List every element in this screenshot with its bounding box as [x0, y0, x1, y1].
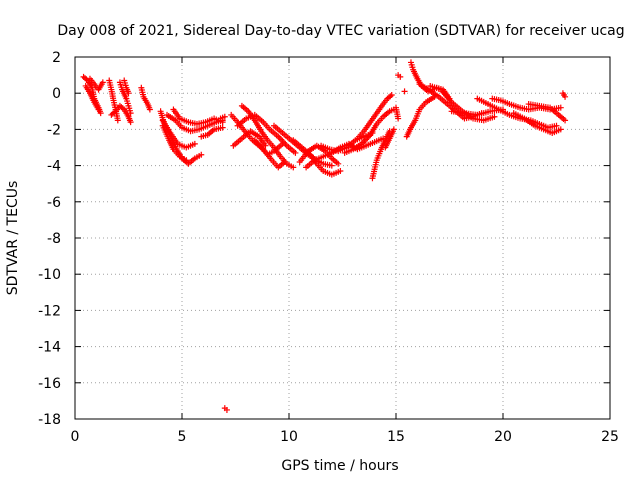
data-point	[328, 162, 335, 169]
data-point	[114, 117, 121, 124]
x-axis-label: GPS time / hours	[281, 458, 398, 474]
y-tick-label: -14	[38, 340, 61, 356]
data-points	[80, 59, 569, 413]
x-tick-label: 5	[178, 429, 187, 445]
data-point	[219, 124, 226, 131]
y-tick-label: -4	[47, 159, 61, 175]
x-tick-label: 20	[494, 429, 512, 445]
data-point	[395, 115, 402, 122]
data-point	[290, 164, 297, 171]
data-point	[281, 158, 288, 165]
data-point	[262, 142, 269, 149]
grid	[75, 57, 610, 419]
data-point	[183, 157, 190, 164]
y-tick-label: -18	[38, 412, 61, 428]
data-point	[127, 119, 134, 126]
y-tick-label: 0	[52, 86, 61, 102]
data-point	[99, 79, 106, 86]
x-tick-label: 15	[387, 429, 405, 445]
data-point	[221, 113, 228, 120]
data-point	[335, 160, 342, 167]
y-tick-label: 2	[52, 50, 61, 66]
data-point	[557, 126, 564, 133]
y-tick-label: -8	[47, 231, 61, 247]
y-tick-label: -10	[38, 267, 61, 283]
y-tick-label: -6	[47, 195, 61, 211]
data-point	[191, 140, 198, 147]
data-point	[198, 151, 205, 158]
data-point	[337, 168, 344, 175]
x-tick-label: 0	[71, 429, 80, 445]
data-point	[125, 90, 132, 97]
y-tick-label: -16	[38, 376, 61, 392]
data-point	[97, 110, 104, 117]
data-point	[397, 73, 404, 80]
ticks	[74, 56, 611, 420]
data-point	[562, 117, 569, 124]
data-point	[553, 122, 560, 129]
x-tick-label: 10	[280, 429, 298, 445]
data-point	[401, 88, 408, 95]
data-point	[127, 110, 134, 117]
data-point	[95, 106, 102, 113]
data-point	[491, 113, 498, 120]
chart-title: Day 008 of 2021, Sidereal Day-to-day VTE…	[57, 23, 624, 39]
data-point	[292, 149, 299, 156]
data-point	[390, 126, 397, 133]
data-point	[146, 106, 153, 113]
y-tick-label: -2	[47, 122, 61, 138]
data-point	[388, 92, 395, 99]
y-axis-label: SDTVAR / TECUs	[5, 181, 21, 296]
data-point	[557, 104, 564, 111]
x-tick-label: 25	[601, 429, 619, 445]
data-point	[562, 93, 569, 100]
data-point	[223, 406, 230, 413]
y-tick-label: -12	[38, 303, 61, 319]
